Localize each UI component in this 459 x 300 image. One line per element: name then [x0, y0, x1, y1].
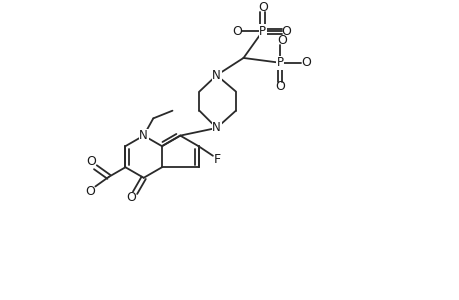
- Text: O: O: [300, 56, 310, 69]
- Text: F: F: [213, 153, 221, 166]
- Text: O: O: [126, 191, 136, 204]
- Text: O: O: [85, 185, 95, 198]
- Text: N: N: [212, 69, 221, 82]
- Text: O: O: [274, 80, 284, 93]
- Text: N: N: [139, 129, 148, 142]
- Text: O: O: [281, 25, 291, 38]
- Text: N: N: [212, 122, 221, 134]
- Text: O: O: [86, 155, 96, 168]
- Text: P: P: [276, 56, 283, 69]
- Text: P: P: [258, 25, 266, 38]
- Text: O: O: [231, 25, 241, 38]
- Text: O: O: [276, 34, 286, 47]
- Text: O: O: [257, 1, 267, 13]
